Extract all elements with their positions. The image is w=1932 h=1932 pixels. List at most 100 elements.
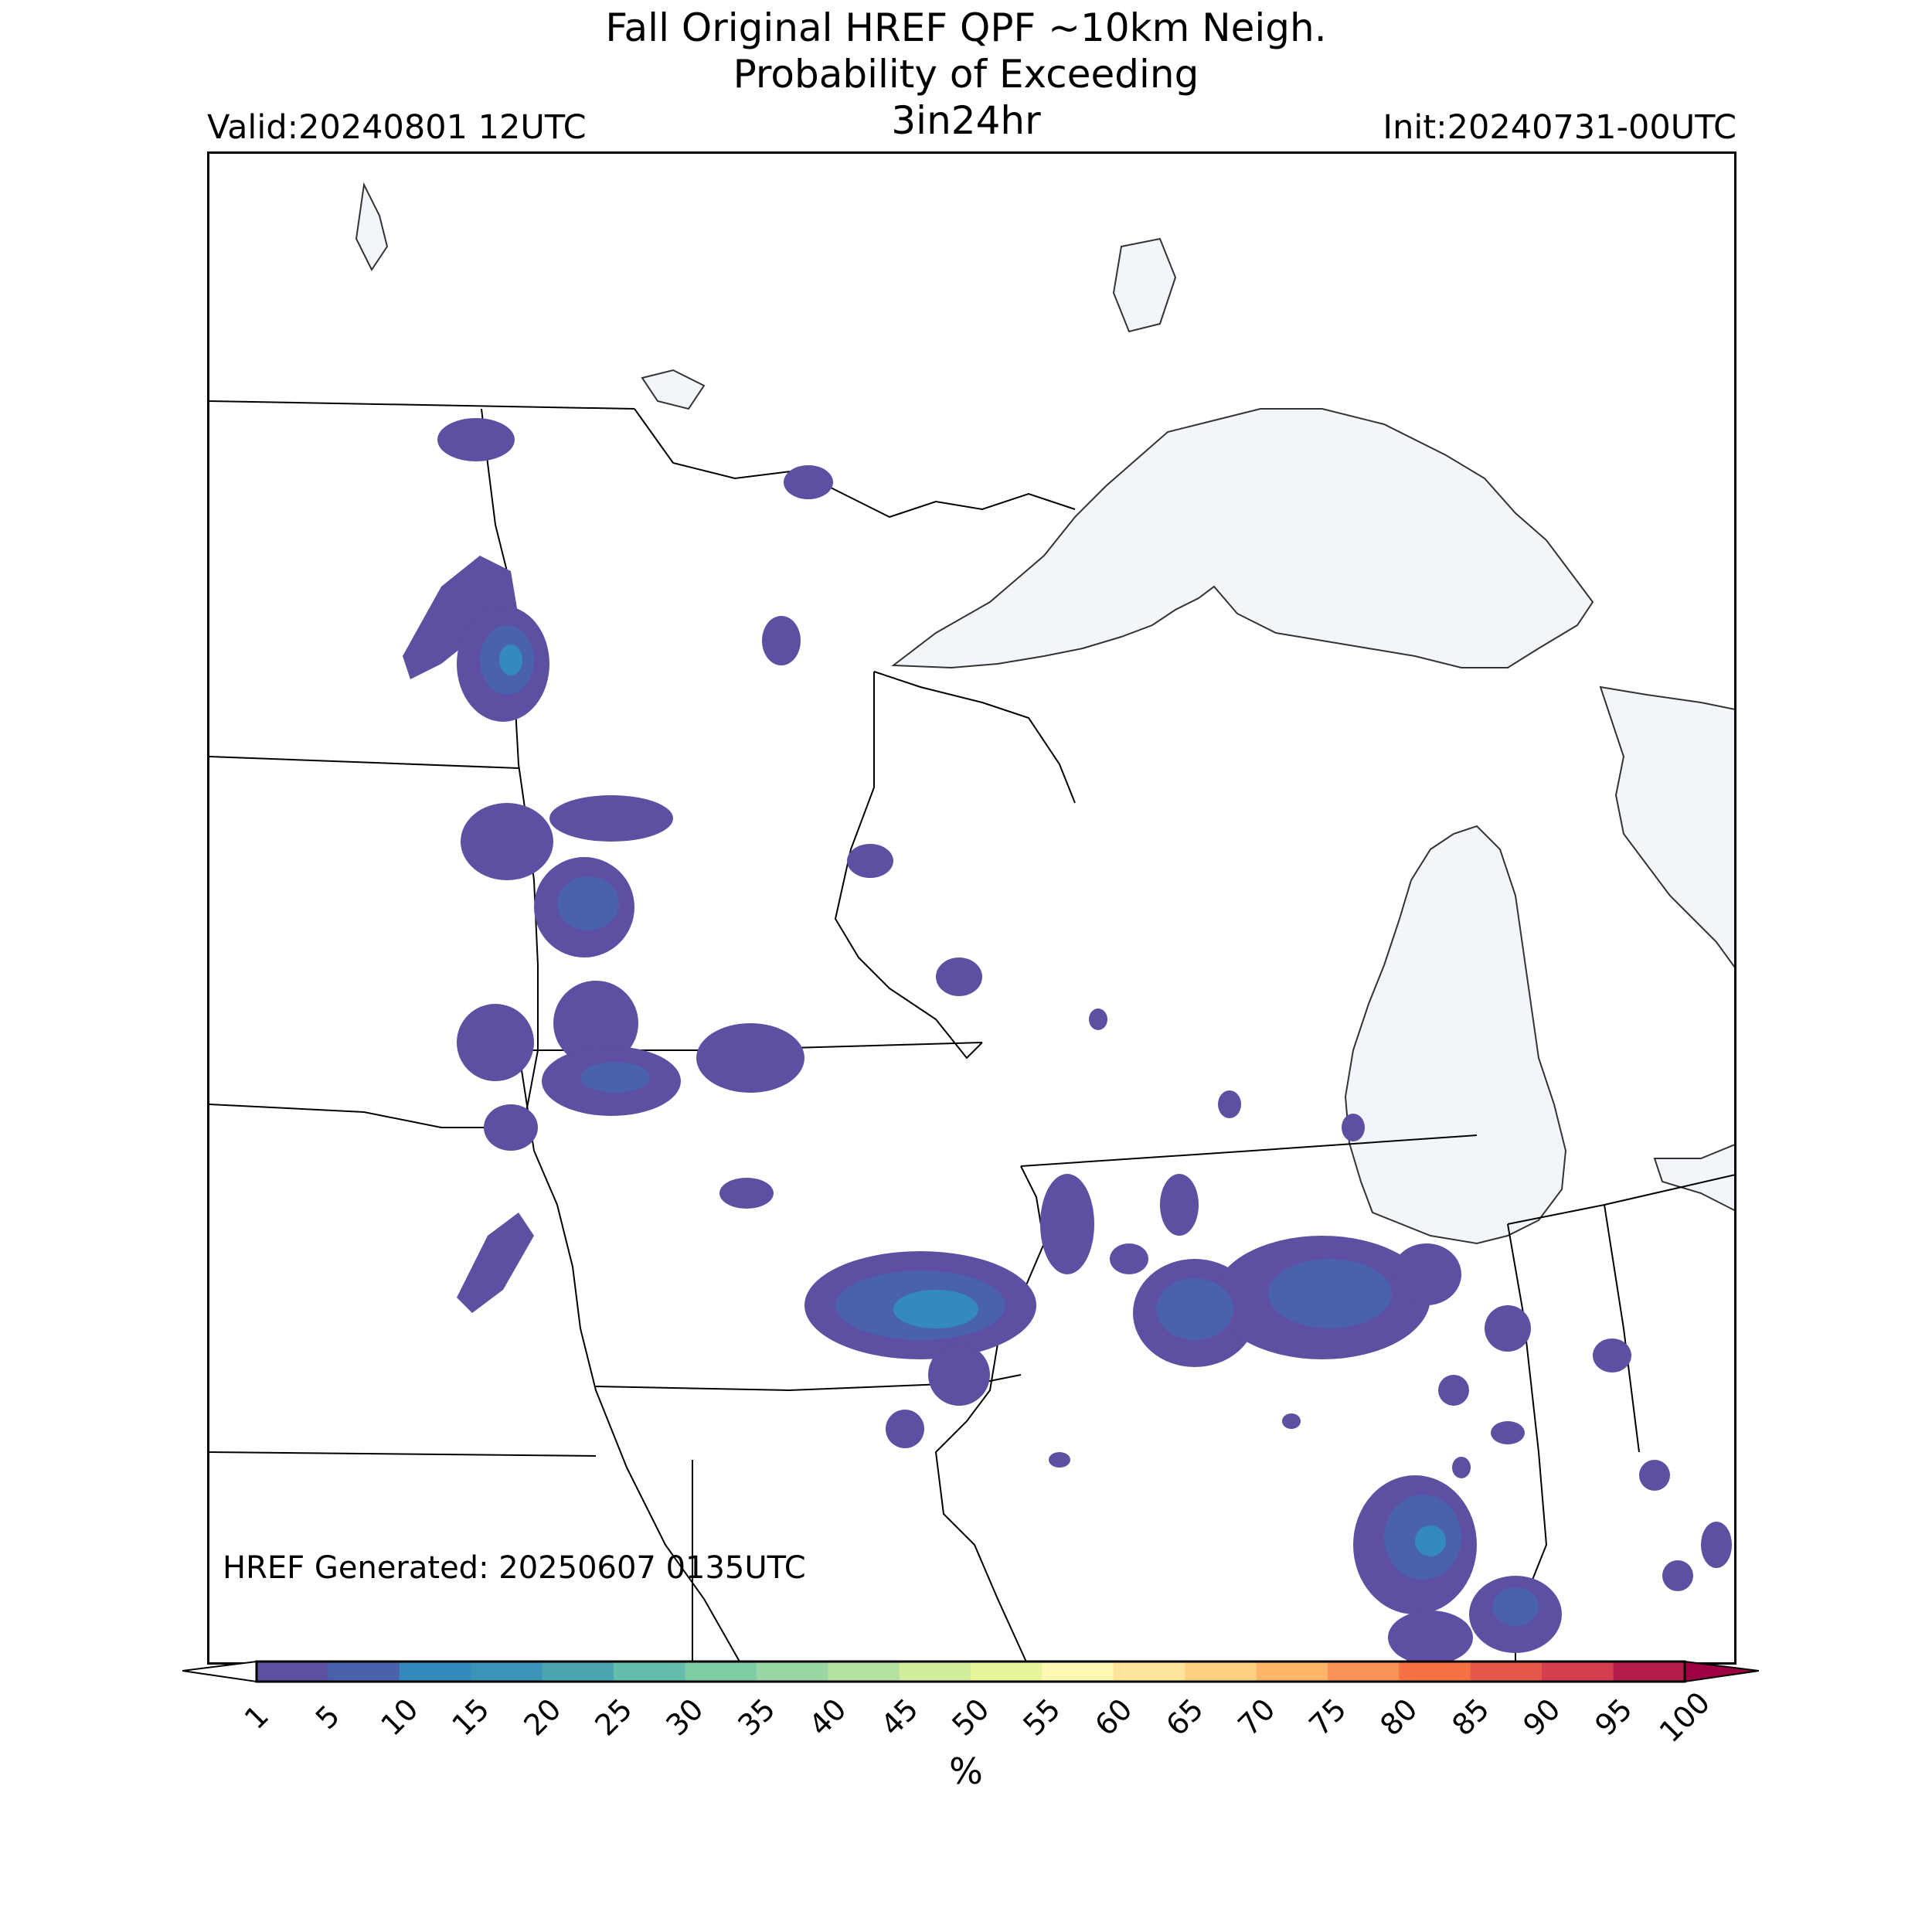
colorbar-tick-label: 35 (731, 1692, 782, 1743)
prob-area (1218, 1090, 1241, 1118)
border-ne-ks (209, 1451, 597, 1457)
border-wi-il (1020, 1134, 1478, 1167)
prob-area (719, 1178, 774, 1209)
colorbar-cell (899, 1662, 971, 1682)
prob-area (1662, 1560, 1693, 1591)
valid-time-label: Valid:20240801 12UTC (207, 108, 587, 147)
colorbar-cell (1113, 1662, 1185, 1682)
colorbar-cell (685, 1662, 757, 1682)
border-in-oh (1507, 1203, 1640, 1453)
prob-area (1342, 1114, 1365, 1141)
prob-area (1639, 1460, 1670, 1491)
canada-border (209, 400, 1076, 519)
map-canvas (209, 182, 1734, 1662)
colorbar-tick-label: 25 (588, 1692, 639, 1743)
lake-of-the-woods (641, 369, 706, 410)
colorbar-tick-label: 90 (1516, 1692, 1567, 1743)
prob-area (457, 1004, 534, 1081)
border-up-michigan (873, 671, 1076, 804)
colorbar-tick-label: 30 (659, 1692, 711, 1743)
colorbar-cell (828, 1662, 900, 1682)
colorbar-cell (399, 1662, 471, 1682)
colorbar-cell (1399, 1662, 1471, 1682)
great-lakes (355, 182, 1734, 1245)
colorbar-tick-label: 10 (374, 1692, 425, 1743)
colorbar-tick-label: 20 (516, 1692, 568, 1743)
border-nd-sd (209, 756, 519, 769)
prob-area (1110, 1243, 1148, 1274)
prob-area-high (499, 645, 522, 675)
colorbar-tick-label: 45 (873, 1692, 925, 1743)
colorbar-tick-label: 60 (1088, 1692, 1139, 1743)
colorbar-cell (1470, 1662, 1543, 1682)
colorbar-cells (257, 1662, 1685, 1682)
prob-area-mid (1492, 1587, 1539, 1626)
prob-area-mid (580, 1062, 650, 1093)
init-time-label: Init:20240731-00UTC (1383, 108, 1736, 147)
prob-area (696, 1023, 804, 1093)
prob-area (553, 981, 638, 1066)
colorbar-tick-label: 50 (945, 1692, 996, 1743)
prob-area (1491, 1421, 1525, 1444)
colorbar-cell (1613, 1662, 1685, 1682)
border-mo-west (533, 1150, 741, 1662)
colorbar-over-arrow (1684, 1660, 1759, 1683)
prob-area (847, 844, 893, 878)
colorbar-tick-label: 40 (802, 1692, 853, 1743)
prob-area (1040, 1174, 1094, 1274)
prob-area-high (1415, 1526, 1446, 1556)
colorbar-tick-label: 5 (309, 1698, 347, 1736)
border-ia-mo (595, 1374, 1022, 1392)
prob-area (762, 616, 801, 665)
colorbar-tick-label: 1 (237, 1698, 276, 1736)
prob-area-mid (1156, 1278, 1233, 1340)
prob-area (928, 1344, 990, 1406)
map-title-line2: Probability of Exceeding (733, 52, 1199, 97)
prob-area (437, 418, 515, 461)
generated-time-label: HREF Generated: 20250607 0135UTC (223, 1550, 806, 1586)
map-title-line3: 3in24hr (891, 98, 1041, 143)
colorbar-cell (1328, 1662, 1400, 1682)
lake-michigan (1344, 825, 1567, 1245)
colorbar-tick-label: 100 (1652, 1685, 1717, 1750)
prob-area (1049, 1452, 1070, 1468)
lake-winnipeg (355, 182, 389, 271)
probability-field-highest (499, 645, 1446, 1556)
lake-huron (1599, 685, 1734, 968)
border-mi-oh (1604, 1174, 1734, 1206)
prob-area (549, 795, 673, 842)
map-title-line1: Fall Original HREF QPF ~10km Neigh. (605, 5, 1327, 50)
colorbar-tick-label: 55 (1016, 1692, 1068, 1743)
border-sd-ne (209, 1104, 527, 1128)
colorbar-under-arrow (182, 1660, 257, 1683)
map-panel (207, 151, 1736, 1665)
prob-area (1701, 1522, 1732, 1568)
colorbar-cell (328, 1662, 400, 1682)
prob-area (1160, 1174, 1199, 1236)
colorbar-tick-label: 80 (1373, 1692, 1425, 1743)
colorbar-cell (756, 1662, 828, 1682)
prob-area (1593, 1338, 1631, 1372)
prob-area (1388, 1611, 1473, 1662)
lake-nipigon (1112, 237, 1177, 333)
colorbar-outline (255, 1660, 1686, 1683)
colorbar-cell (614, 1662, 685, 1682)
colorbar-cell (1256, 1662, 1328, 1682)
colorbar-tick-label: 85 (1445, 1692, 1496, 1743)
prob-area (457, 1213, 534, 1313)
border-mn-west (481, 408, 539, 1113)
colorbar-cell (471, 1662, 543, 1682)
lake-superior (891, 408, 1594, 669)
border-wi-mn (834, 672, 983, 1060)
prob-area (484, 1104, 538, 1151)
colorbar-cell (1185, 1662, 1257, 1682)
prob-area (784, 465, 833, 499)
prob-area (1438, 1375, 1469, 1406)
colorbar-tick-label: 95 (1587, 1692, 1639, 1743)
colorbar-cell (542, 1662, 614, 1682)
prob-area (1282, 1413, 1301, 1429)
prob-area (461, 803, 553, 880)
prob-area (1452, 1457, 1471, 1478)
colorbar (182, 1660, 1759, 1683)
colorbar-tick-label: 15 (445, 1692, 496, 1743)
